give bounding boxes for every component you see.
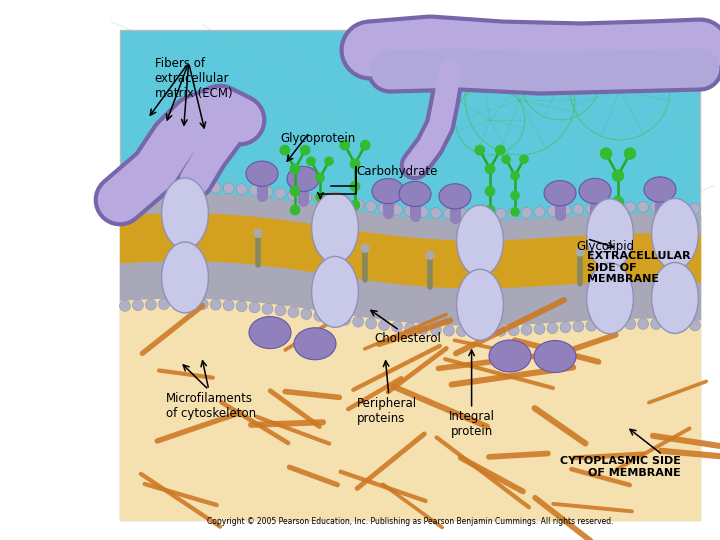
- Circle shape: [690, 320, 701, 331]
- Ellipse shape: [587, 263, 634, 334]
- Ellipse shape: [439, 184, 471, 209]
- Circle shape: [638, 319, 649, 329]
- Text: Glycolipid: Glycolipid: [576, 240, 634, 253]
- Circle shape: [624, 148, 636, 159]
- Circle shape: [613, 219, 624, 230]
- Circle shape: [288, 307, 299, 318]
- Circle shape: [560, 205, 571, 216]
- Circle shape: [379, 320, 390, 330]
- Circle shape: [431, 207, 441, 219]
- Circle shape: [300, 145, 310, 155]
- Circle shape: [392, 204, 402, 215]
- Circle shape: [690, 203, 701, 214]
- Ellipse shape: [161, 178, 208, 249]
- Circle shape: [379, 202, 390, 214]
- Circle shape: [521, 324, 532, 335]
- Ellipse shape: [372, 179, 404, 204]
- Circle shape: [392, 321, 402, 332]
- Circle shape: [485, 205, 495, 215]
- Circle shape: [288, 190, 299, 201]
- Circle shape: [426, 251, 434, 259]
- Circle shape: [586, 203, 597, 214]
- Text: CYTOPLASMIC SIDE
OF MEMBRANE: CYTOPLASMIC SIDE OF MEMBRANE: [559, 456, 680, 478]
- Circle shape: [197, 181, 208, 193]
- Circle shape: [325, 157, 333, 165]
- Ellipse shape: [312, 256, 359, 327]
- Ellipse shape: [456, 205, 503, 276]
- Circle shape: [366, 201, 377, 212]
- Circle shape: [223, 183, 234, 194]
- Circle shape: [482, 326, 493, 336]
- Circle shape: [275, 188, 286, 199]
- Circle shape: [120, 300, 130, 312]
- Circle shape: [316, 173, 324, 182]
- FancyBboxPatch shape: [120, 30, 700, 520]
- Circle shape: [223, 300, 234, 311]
- Circle shape: [613, 170, 624, 181]
- Circle shape: [262, 186, 273, 197]
- Text: EXTRACELLULAR
SIDE OF
MEMBRANE: EXTRACELLULAR SIDE OF MEMBRANE: [587, 251, 690, 284]
- Circle shape: [677, 319, 688, 330]
- Circle shape: [301, 192, 312, 202]
- Circle shape: [508, 325, 519, 336]
- Circle shape: [314, 193, 325, 204]
- Ellipse shape: [652, 262, 698, 333]
- Ellipse shape: [161, 242, 208, 313]
- Circle shape: [495, 208, 506, 219]
- Ellipse shape: [249, 316, 291, 348]
- Circle shape: [482, 208, 493, 220]
- Circle shape: [547, 323, 558, 334]
- Ellipse shape: [312, 192, 359, 264]
- Circle shape: [534, 323, 545, 334]
- Circle shape: [573, 204, 584, 215]
- Circle shape: [456, 326, 467, 336]
- Circle shape: [171, 181, 182, 192]
- Circle shape: [418, 323, 428, 335]
- Circle shape: [600, 148, 611, 159]
- Circle shape: [301, 308, 312, 320]
- Circle shape: [275, 305, 286, 316]
- Circle shape: [677, 202, 688, 213]
- Circle shape: [547, 206, 558, 217]
- Circle shape: [361, 140, 370, 150]
- Circle shape: [120, 184, 130, 194]
- Circle shape: [316, 193, 324, 201]
- Text: Cholesterol: Cholesterol: [374, 332, 441, 345]
- Circle shape: [405, 206, 415, 217]
- Circle shape: [456, 208, 467, 220]
- Circle shape: [502, 155, 510, 163]
- Circle shape: [132, 183, 143, 194]
- Circle shape: [184, 181, 195, 192]
- Circle shape: [158, 181, 169, 193]
- Ellipse shape: [456, 269, 503, 340]
- Text: Peripheral
proteins: Peripheral proteins: [356, 397, 417, 425]
- Circle shape: [290, 187, 300, 196]
- Circle shape: [475, 145, 485, 155]
- Ellipse shape: [534, 341, 576, 373]
- Circle shape: [469, 208, 480, 220]
- Circle shape: [145, 299, 156, 310]
- Circle shape: [290, 205, 300, 215]
- Circle shape: [560, 322, 571, 333]
- Circle shape: [508, 208, 519, 219]
- Circle shape: [184, 299, 195, 309]
- Circle shape: [249, 185, 260, 196]
- Circle shape: [280, 145, 289, 155]
- Circle shape: [210, 182, 221, 193]
- Circle shape: [327, 195, 338, 206]
- Circle shape: [405, 322, 415, 334]
- Ellipse shape: [246, 161, 278, 186]
- Text: Carbohydrate: Carbohydrate: [356, 165, 438, 178]
- Text: Microfilaments
of cytoskeleton: Microfilaments of cytoskeleton: [166, 392, 256, 420]
- Ellipse shape: [287, 166, 319, 192]
- Circle shape: [511, 191, 519, 200]
- Circle shape: [210, 299, 221, 310]
- Circle shape: [651, 319, 662, 329]
- Circle shape: [132, 300, 143, 310]
- Circle shape: [625, 201, 636, 213]
- Ellipse shape: [489, 340, 531, 372]
- Circle shape: [351, 200, 360, 210]
- Ellipse shape: [579, 178, 611, 204]
- Circle shape: [651, 201, 662, 212]
